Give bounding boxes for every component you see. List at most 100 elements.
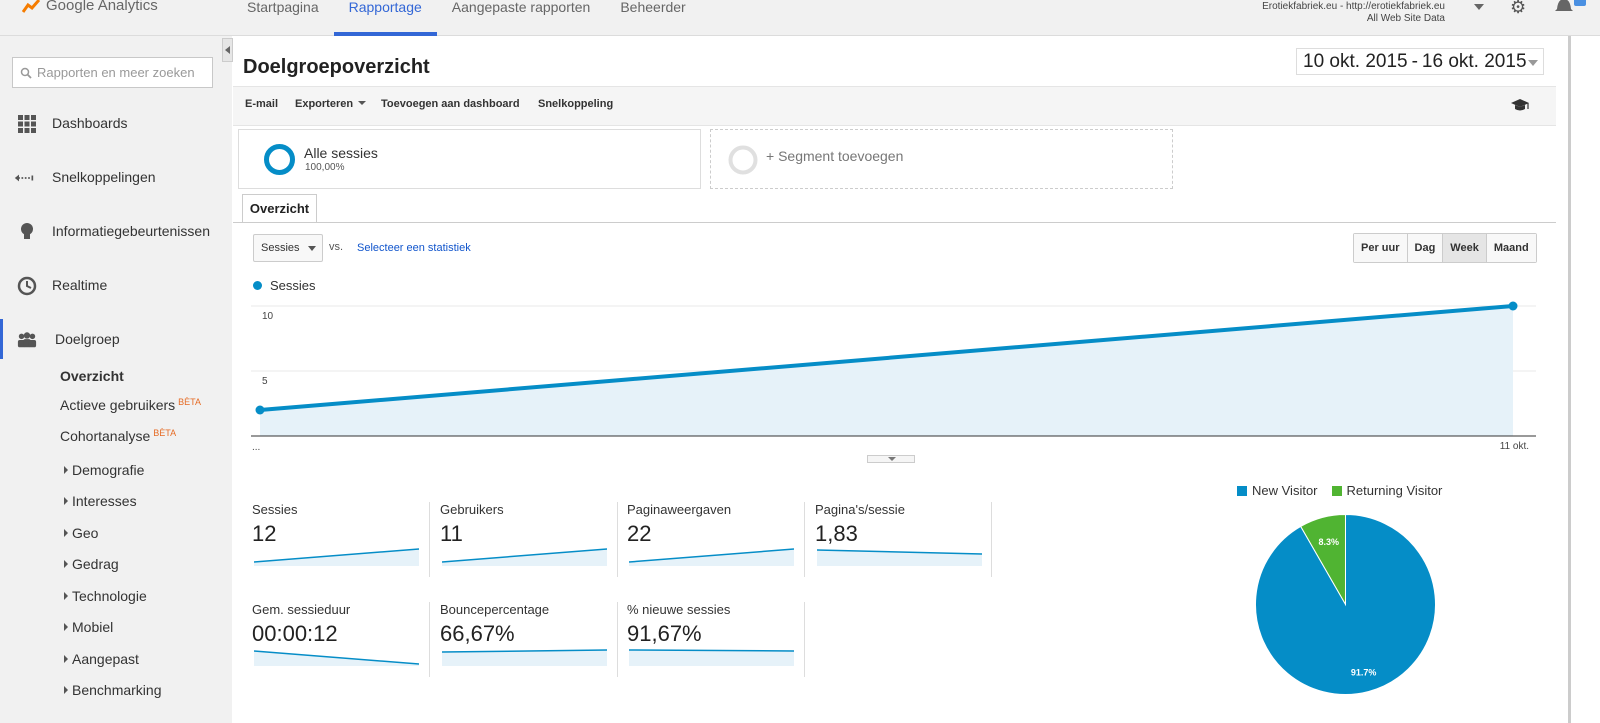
tab-beheerder[interactable]: Beheerder (620, 0, 686, 15)
sidebar-item-dashboards[interactable]: Dashboards (0, 103, 232, 143)
sidebar-item-realtime[interactable]: Realtime (0, 265, 232, 305)
data-point (1508, 301, 1518, 311)
sparkline-area (442, 549, 607, 566)
shortcut-button[interactable]: Snelkoppeling (538, 98, 614, 110)
period-maand-button[interactable]: Maand (1485, 234, 1536, 262)
sidebar-tree-gedrag[interactable]: Gedrag (64, 556, 119, 572)
notification-badge (1574, 0, 1586, 6)
sparkline (442, 548, 607, 566)
segment-percentage: 100,00% (305, 162, 345, 173)
beta-badge: BÈTA (153, 428, 177, 438)
visitor-type-pie-chart: 8.3% 91.7% (1255, 513, 1436, 695)
tab-startpagina[interactable]: Startpagina (247, 0, 319, 15)
period-toggle: Per uur Dag Week Maand (1353, 233, 1537, 263)
lightbulb-icon (21, 223, 33, 239)
stat-value: 22 (627, 521, 652, 546)
search-input[interactable]: Rapporten en meer zoeken (12, 57, 213, 88)
sparkline-area (629, 650, 794, 666)
sidebar-sub-cohortanalyse[interactable]: Cohortanalyse BÈTA (60, 428, 176, 444)
account-caret-icon[interactable] (1474, 4, 1484, 10)
gear-icon[interactable]: ⚙ (1510, 0, 1527, 17)
pie-legend: New Visitor Returning Visitor (1237, 483, 1442, 498)
sidebar-tree-geo[interactable]: Geo (64, 525, 98, 541)
stat-card-nieuwe-sessies[interactable]: % nieuwe sessies 91,67% (627, 602, 797, 677)
stat-card-gem-sessieduur[interactable]: Gem. sessieduur 00:00:12 (252, 602, 422, 677)
add-segment-button[interactable]: + Segment toevoegen (710, 129, 1173, 189)
select-statistic-link[interactable]: Selecteer een statistiek (357, 242, 471, 254)
sparkline-area (442, 650, 607, 666)
sidebar-tree-interesses[interactable]: Interesses (64, 493, 137, 509)
stat-card-paginas-per-sessie[interactable]: Pagina's/sessie 1,83 (815, 502, 985, 577)
sparkline (254, 548, 419, 566)
stat-card-gebruikers[interactable]: Gebruikers 11 (440, 502, 610, 577)
collapse-sidebar-button[interactable] (222, 38, 233, 62)
tab-overzicht[interactable]: Overzicht (242, 194, 317, 223)
add-to-dashboard-button[interactable]: Toevoegen aan dashboard (381, 98, 520, 110)
google-analytics-logo[interactable]: Google Analytics (22, 0, 158, 14)
page-scrollbar[interactable] (1568, 36, 1600, 723)
search-placeholder: Rapporten en meer zoeken (37, 65, 195, 80)
sparkline (817, 549, 982, 566)
period-per-uur-button[interactable]: Per uur (1354, 234, 1407, 262)
app-name: Google Analytics (46, 0, 158, 14)
stat-card-paginaweergaven[interactable]: Paginaweergaven 22 (627, 502, 797, 577)
sidebar-item-label: Doelgroep (55, 331, 120, 347)
divider (804, 602, 805, 677)
segment-all-sessions[interactable]: Alle sessies 100,00% (238, 129, 701, 189)
sidebar-tree-technologie[interactable]: Technologie (64, 588, 147, 604)
account-selector[interactable]: Erotiekfabriek.eu - http://erotiekfabrie… (1262, 1, 1445, 25)
sidebar-tree-aangepast[interactable]: Aangepast (64, 651, 139, 667)
top-bar: Google Analytics Startpagina Rapportage … (0, 0, 1600, 36)
sidebar-item-doelgroep[interactable]: Doelgroep (0, 319, 232, 359)
sidebar-tree-demografie[interactable]: Demografie (64, 462, 144, 478)
series-line (259, 304, 1514, 412)
top-nav: Startpagina Rapportage Aangepaste rappor… (232, 0, 701, 36)
sidebar-tree-mobiel[interactable]: Mobiel (64, 619, 113, 635)
stat-value: 91,67% (627, 621, 702, 646)
stat-label: Gebruikers (440, 502, 504, 517)
chart-resize-handle[interactable] (867, 455, 915, 463)
add-segment-label: + Segment toevoegen (766, 148, 904, 164)
legend-item-new-visitor[interactable]: New Visitor (1237, 483, 1318, 498)
sidebar-item-snelkoppelingen[interactable]: Snelkoppelingen (0, 157, 232, 197)
analytics-logo-icon (22, 0, 40, 13)
account-name: Erotiekfabriek.eu - http://erotiekfabrie… (1262, 1, 1445, 12)
people-icon (17, 332, 37, 348)
sidebar-sub-actieve-gebruikers[interactable]: Actieve gebruikers BÈTA (60, 397, 201, 413)
segment-name: Alle sessies (304, 145, 378, 161)
sidebar-tree-benchmarking[interactable]: Benchmarking (64, 682, 162, 698)
stat-card-bouncepercentage[interactable]: Bouncepercentage 66,67% (440, 602, 610, 677)
sparkline-line (254, 650, 419, 665)
sparkline-area (629, 549, 794, 566)
sparkline (629, 649, 794, 666)
divider (804, 502, 805, 577)
sessions-line-chart: 5 10... 11 okt. (251, 301, 1536, 453)
chevron-down-icon (358, 101, 367, 105)
tab-divider (233, 222, 1556, 223)
sparkline-line (817, 549, 982, 555)
date-range-picker[interactable]: 10 okt. 2015 - 16 okt. 2015 (1296, 48, 1544, 75)
legend-label: New Visitor (1252, 483, 1318, 498)
sidebar: Rapporten en meer zoeken Dashboards Snel… (0, 36, 232, 723)
metric-select[interactable]: Sessies (253, 234, 323, 262)
sidebar-item-label: Dashboards (52, 115, 128, 131)
scrollbar-track (1568, 36, 1571, 723)
graduation-cap-icon[interactable] (1510, 97, 1530, 113)
sidebar-item-informatiegebeurtenissen[interactable]: Informatiegebeurtenissen (0, 211, 232, 251)
sparkline (442, 649, 607, 666)
bell-icon[interactable] (1553, 0, 1575, 16)
legend-item-returning-visitor[interactable]: Returning Visitor (1331, 483, 1442, 498)
sidebar-sub-overzicht[interactable]: Overzicht (60, 368, 124, 384)
export-button[interactable]: Exporteren (295, 98, 367, 110)
x-tick-label: 11 okt. (1500, 441, 1529, 452)
stat-value: 00:00:12 (252, 621, 338, 646)
period-week-button[interactable]: Week (1442, 234, 1486, 262)
stat-card-sessies[interactable]: Sessies 12 (252, 502, 422, 577)
tab-rapportage[interactable]: Rapportage (333, 0, 437, 36)
chevron-down-icon (308, 246, 316, 251)
tab-aangepaste-rapporten[interactable]: Aangepaste rapporten (451, 0, 591, 15)
legend-swatch (1237, 485, 1247, 496)
email-button[interactable]: E-mail (245, 98, 279, 110)
divider (429, 602, 430, 677)
period-dag-button[interactable]: Dag (1406, 234, 1443, 262)
